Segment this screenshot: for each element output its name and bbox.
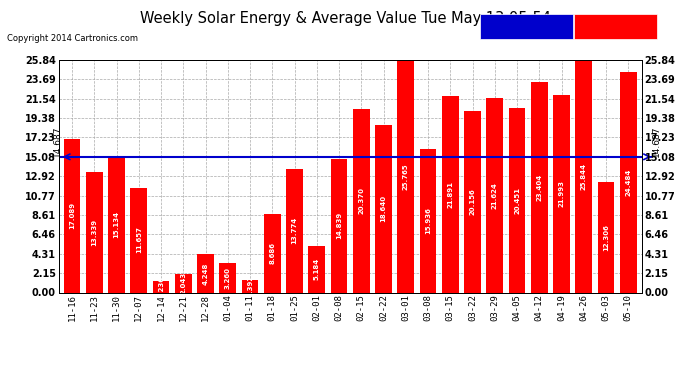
- Text: 25.765: 25.765: [403, 163, 408, 190]
- Bar: [219, 263, 236, 292]
- Text: 14.839: 14.839: [336, 212, 342, 239]
- Bar: [108, 156, 125, 292]
- Bar: [241, 280, 258, 292]
- Text: 1.236: 1.236: [158, 276, 164, 298]
- Text: 14.687: 14.687: [53, 125, 62, 157]
- Text: 13.339: 13.339: [91, 219, 97, 246]
- Bar: [553, 94, 570, 292]
- Text: Weekly Solar Energy & Average Value Tue May 13 05:54: Weekly Solar Energy & Average Value Tue …: [139, 11, 551, 26]
- Bar: [442, 96, 459, 292]
- Text: 8.686: 8.686: [269, 242, 275, 264]
- Text: 20.451: 20.451: [514, 187, 520, 214]
- Text: 11.657: 11.657: [136, 226, 141, 254]
- Text: 17.089: 17.089: [69, 202, 75, 229]
- Bar: [308, 246, 325, 292]
- Text: 21.891: 21.891: [447, 180, 453, 207]
- Bar: [152, 281, 169, 292]
- Text: Average ($): Average ($): [481, 16, 540, 25]
- Bar: [397, 61, 414, 292]
- Text: 20.370: 20.370: [358, 188, 364, 214]
- Bar: [175, 274, 192, 292]
- Text: 12.306: 12.306: [603, 224, 609, 251]
- Bar: [575, 60, 592, 292]
- Bar: [531, 82, 548, 292]
- Bar: [420, 149, 436, 292]
- Text: Copyright 2014 Cartronics.com: Copyright 2014 Cartronics.com: [7, 34, 138, 43]
- Text: 15.134: 15.134: [114, 211, 119, 238]
- Bar: [197, 254, 214, 292]
- Bar: [486, 98, 503, 292]
- Text: 4.248: 4.248: [203, 262, 208, 285]
- Text: 1.392: 1.392: [247, 275, 253, 297]
- Bar: [598, 182, 614, 292]
- Bar: [353, 109, 370, 292]
- Text: 5.184: 5.184: [314, 258, 319, 280]
- Bar: [331, 159, 347, 292]
- Text: 15.936: 15.936: [425, 207, 431, 234]
- Bar: [286, 169, 303, 292]
- Text: 13.774: 13.774: [292, 217, 297, 244]
- Text: 3.260: 3.260: [225, 267, 230, 289]
- Text: 2.043: 2.043: [180, 272, 186, 294]
- Text: 20.156: 20.156: [470, 189, 475, 215]
- Text: 21.993: 21.993: [559, 180, 564, 207]
- Bar: [375, 125, 392, 292]
- Bar: [509, 108, 525, 292]
- Bar: [464, 111, 481, 292]
- Text: 21.624: 21.624: [492, 182, 497, 209]
- Bar: [63, 139, 80, 292]
- Text: 23.404: 23.404: [536, 174, 542, 201]
- Text: 25.844: 25.844: [581, 163, 586, 190]
- Text: Daily  ($): Daily ($): [575, 16, 622, 25]
- Bar: [264, 214, 281, 292]
- Bar: [620, 72, 637, 292]
- Text: 18.640: 18.640: [381, 195, 386, 222]
- Bar: [130, 188, 147, 292]
- Text: 24.484: 24.484: [625, 169, 631, 196]
- Bar: [86, 172, 103, 292]
- Text: 14.687: 14.687: [651, 125, 660, 157]
